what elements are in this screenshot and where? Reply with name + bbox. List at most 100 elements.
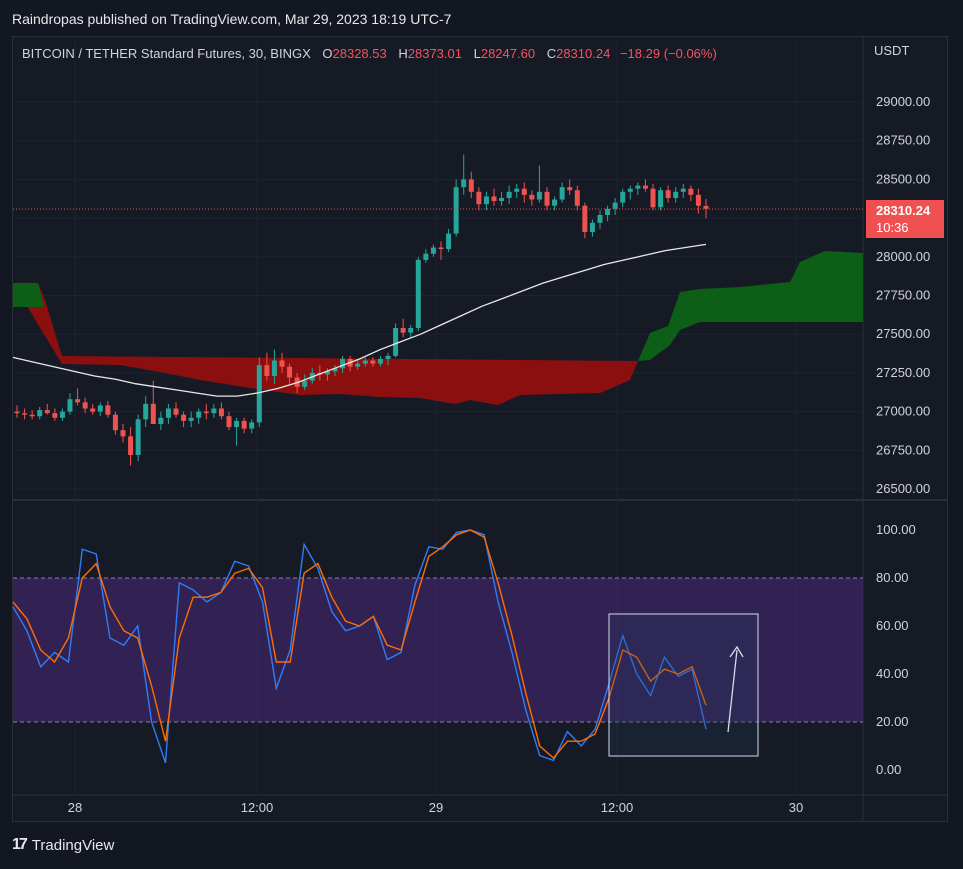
candle-body: [135, 419, 141, 455]
close-value: 28310.24: [556, 46, 611, 61]
price-tick-label: 27250.00: [876, 365, 930, 380]
candle-body: [574, 190, 580, 206]
candle-body: [324, 371, 330, 375]
candle-body: [150, 403, 156, 424]
candle-body: [552, 199, 558, 206]
currency-unit: USDT: [874, 43, 910, 58]
candle-body: [567, 187, 573, 191]
candle-body: [650, 188, 656, 208]
candle-body: [680, 188, 686, 192]
low-label: L: [473, 46, 481, 61]
candle-body: [256, 365, 262, 423]
osc-tick-label: 0.00: [876, 762, 901, 777]
candle-body: [635, 185, 641, 189]
osc-tick-label: 80.00: [876, 570, 909, 585]
candle-body: [658, 190, 664, 208]
candle-body: [264, 365, 270, 376]
price-tick-label: 28500.00: [876, 171, 930, 186]
candle-body: [514, 188, 520, 192]
low-value: 28247.60: [480, 46, 536, 61]
candle-body: [279, 360, 285, 367]
candle-body: [468, 179, 474, 192]
price-tick-label: 26750.00: [876, 442, 930, 457]
stoch-d-line: [12, 529, 707, 759]
symbol-name: BITCOIN / TETHER Standard Futures, 30, B…: [22, 46, 311, 61]
candle-body: [393, 328, 399, 356]
candle-body: [605, 208, 611, 216]
candle-body: [90, 408, 96, 412]
candle-body: [44, 410, 50, 414]
candle-body: [203, 411, 209, 414]
tradingview-logo-icon: 17: [12, 836, 28, 853]
candle-body: [408, 328, 414, 333]
candle-body: [82, 402, 88, 409]
candle-body: [688, 188, 694, 195]
price-tick-label: 27750.00: [876, 288, 930, 303]
candle-body: [112, 414, 118, 431]
candle-body: [400, 328, 406, 333]
candle-body: [332, 368, 338, 372]
cloud-bullish-left: [13, 283, 44, 307]
tradingview-logo-text: TradingView: [31, 836, 115, 854]
candle-body: [673, 191, 679, 198]
candle-body: [461, 179, 467, 188]
current-price-badge: [866, 200, 944, 238]
candlestick-series: [14, 154, 709, 466]
candle-body: [499, 197, 505, 202]
candle-body: [249, 422, 255, 429]
candle-body: [120, 430, 126, 437]
candle-body: [105, 405, 111, 415]
cloud-bullish-right: [638, 251, 863, 361]
candle-body: [22, 413, 28, 415]
time-axis: 28 12:00 29 12:00 30: [68, 800, 803, 815]
open-label: O: [322, 46, 333, 61]
candle-body: [620, 191, 626, 203]
candle-body: [67, 399, 73, 412]
time-tick-label: 12:00: [241, 800, 274, 815]
candle-body: [234, 420, 240, 428]
change-value: −18.29 (−0.06%): [619, 46, 717, 61]
moving-average-line: [12, 243, 707, 397]
price-tick-label: 26500.00: [876, 481, 930, 496]
time-tick-label: 28: [68, 800, 82, 815]
price-tick-label: 28000.00: [876, 249, 930, 264]
candle-body: [211, 408, 217, 414]
candle-body: [188, 417, 194, 421]
candle-body: [97, 405, 103, 412]
candle-body: [29, 414, 35, 417]
candle-body: [529, 194, 535, 200]
symbol-legend: BITCOIN / TETHER Standard Futures, 30, B…: [22, 46, 717, 61]
candle-body: [491, 196, 497, 202]
candle-body: [59, 411, 65, 418]
branding[interactable]: 17 TradingView: [12, 836, 114, 854]
cloud-bearish: [13, 283, 638, 405]
candle-body: [536, 191, 542, 200]
price-tick-label: 28750.00: [876, 133, 930, 148]
time-tick-label: 29: [429, 800, 443, 815]
candle-body: [521, 188, 527, 195]
candle-body: [165, 408, 171, 418]
candle-body: [128, 436, 134, 455]
ichimoku-cloud: [13, 251, 863, 405]
candle-body: [597, 215, 603, 223]
candle-body: [75, 399, 81, 403]
annotation-arrow[interactable]: [727, 645, 744, 733]
candle-body: [703, 205, 709, 209]
price-axis: 29000.0028750.0028500.0028250.0028000.00…: [876, 94, 930, 496]
close-label: C: [546, 46, 557, 61]
candle-body: [340, 358, 346, 369]
time-tick-label: 30: [789, 800, 803, 815]
candle-body: [544, 191, 550, 206]
candle-body: [287, 366, 293, 378]
osc-tick-label: 60.00: [876, 618, 909, 633]
candle-body: [14, 411, 20, 414]
candle-body: [483, 196, 489, 205]
published-by-text: Raindropas published on TradingView.com,…: [12, 11, 452, 27]
candle-body: [476, 191, 482, 205]
candle-body: [438, 247, 444, 250]
candle-body: [627, 188, 633, 192]
candle-body: [181, 414, 187, 421]
osc-tick-label: 100.00: [876, 522, 916, 537]
annotation-box[interactable]: [608, 613, 759, 757]
